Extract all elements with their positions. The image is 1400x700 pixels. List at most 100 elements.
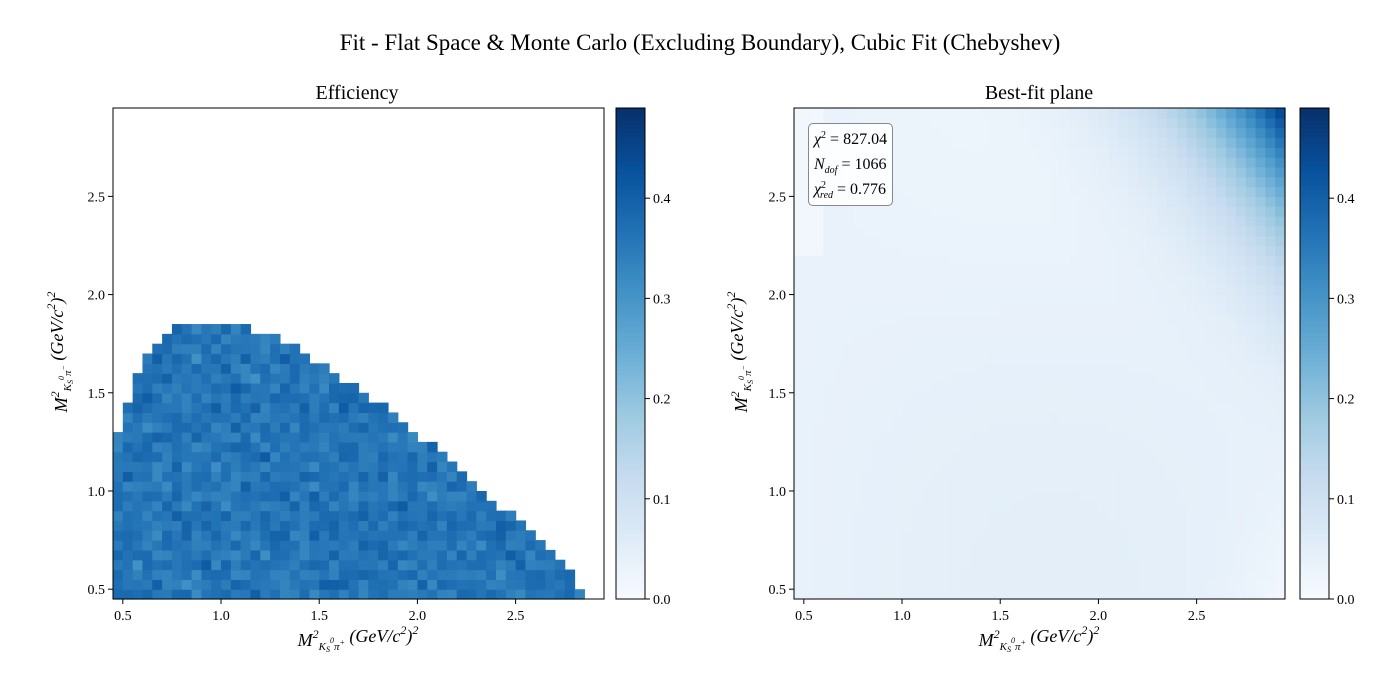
heatmap-bin [902,265,913,276]
heatmap-bin [862,451,874,463]
heatmap-bin [1108,186,1119,197]
heatmap-bin [1049,117,1060,129]
heatmap-bin [338,500,350,512]
heatmap-bin [1088,117,1100,129]
heatmap-bin [1078,166,1090,178]
heatmap-bin [476,559,487,571]
heatmap-bin [1147,196,1158,207]
heatmap-bin [1039,216,1050,227]
heatmap-bin [1147,294,1158,305]
heatmap-bin [1118,216,1129,227]
heatmap-bin [1000,353,1011,364]
heatmap-bin [407,432,419,443]
heatmap-bin [862,265,874,276]
heatmap-bin [911,451,923,463]
heatmap-bin [862,540,874,551]
heatmap-bin [358,530,369,541]
heatmap-bin [1029,157,1041,168]
heatmap-bin [1039,549,1050,561]
heatmap-bin [1245,147,1257,158]
heatmap-bin [1176,363,1188,374]
heatmap-bin [1059,382,1070,394]
heatmap-bin [843,382,854,394]
heatmap-bin [1019,471,1031,482]
heatmap-bin [122,422,134,433]
heatmap-bin [1059,373,1070,384]
heatmap-bin [289,392,301,404]
heatmap-bin [1108,245,1119,256]
heatmap-bin [1098,245,1109,256]
colorbar-segment [1300,500,1329,506]
heatmap-bin [329,441,340,453]
heatmap-bin [1127,284,1139,296]
heatmap-bin [911,333,923,345]
heatmap-bin [564,589,576,600]
heatmap-bin [951,569,962,580]
heatmap-bin [960,343,972,355]
heatmap-bin [941,363,952,374]
heatmap-bin [1049,353,1060,364]
heatmap-bin [1196,255,1208,266]
heatmap-bin [1216,461,1227,472]
heatmap-bin [1118,540,1129,551]
heatmap-bin [279,520,291,531]
heatmap-bin [338,382,350,394]
heatmap-bin [1127,333,1139,345]
heatmap-bin [990,176,1001,188]
colorbar-segment [1300,202,1329,207]
heatmap-bin [1108,176,1119,188]
heatmap-bin [990,294,1001,305]
heatmap-bin [1245,520,1257,531]
heatmap-bin [921,176,933,188]
colorbar-segment [616,373,645,379]
heatmap-bin [990,314,1001,325]
heatmap-bin [1088,569,1100,580]
heatmap-bin [1265,540,1276,551]
heatmap-bin [892,137,903,148]
heatmap-bin [960,363,972,374]
heatmap-bin [803,206,815,217]
heatmap-bin [980,157,991,168]
heatmap-bin [1157,481,1168,492]
heatmap-bin [1010,255,1021,266]
heatmap-bin [1255,579,1266,590]
heatmap-bin [1235,569,1247,580]
heatmap-bin [1186,520,1198,531]
heatmap-bin [882,235,893,247]
heatmap-bin [1167,117,1178,129]
heatmap-bin [823,441,834,453]
heatmap-bin [833,549,844,561]
heatmap-bin [931,147,942,158]
heatmap-bin [970,137,982,148]
heatmap-bin [162,589,173,600]
heatmap-bin [1029,196,1041,207]
heatmap-bin [951,265,962,276]
heatmap-bin [397,510,409,522]
heatmap-bin [338,441,350,453]
heatmap-bin [1127,324,1139,335]
heatmap-bin [1265,432,1276,443]
bestfit-ylabel: M2KS0π− (GeV/c2)2 [724,292,755,414]
heatmap-bin [1176,412,1188,423]
heatmap-bin [113,451,124,463]
heatmap-bin [1255,245,1266,256]
heatmap-bin [803,441,815,453]
colorbar-segment [1300,148,1329,154]
heatmap-bin [980,108,991,119]
heatmap-bin [1235,196,1247,207]
heatmap-bin [230,510,242,522]
heatmap-bin [1108,540,1119,551]
heatmap-bin [495,510,507,522]
heatmap-bin [1147,117,1158,129]
heatmap-bin [852,510,864,522]
heatmap-bin [1176,196,1188,207]
heatmap-bin [1049,108,1060,119]
heatmap-bin [240,569,252,580]
heatmap-bin [427,451,438,463]
heatmap-bin [515,569,527,580]
colorbar-segment [1300,108,1329,113]
colorbar-segment [1300,198,1329,203]
heatmap-bin [171,412,183,423]
heatmap-bin [833,108,844,119]
heatmap-bin [1019,402,1031,414]
